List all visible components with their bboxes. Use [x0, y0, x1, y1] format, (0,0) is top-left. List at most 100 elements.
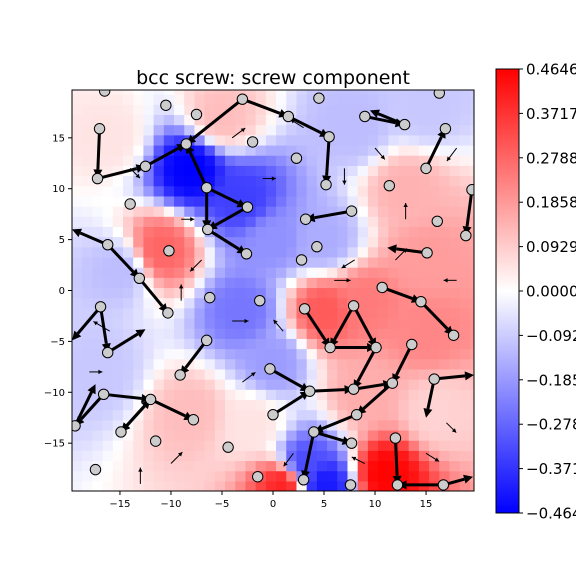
- field-cell: [92, 419, 104, 431]
- field-cell: [357, 246, 369, 258]
- field-cell: [296, 338, 308, 350]
- field-cell: [449, 287, 461, 299]
- field-cell: [163, 389, 175, 400]
- field-cell: [133, 90, 145, 95]
- field-cell: [174, 317, 185, 329]
- small-displacement-arrow: [231, 127, 246, 139]
- field-cell: [102, 460, 114, 472]
- field-cell: [398, 297, 410, 309]
- field-cell: [337, 297, 349, 309]
- atom-marker: [246, 136, 259, 148]
- field-cell: [153, 94, 165, 105]
- field-cell: [347, 317, 359, 329]
- field-cell: [418, 307, 430, 319]
- atom-marker: [139, 160, 152, 173]
- field-cell: [459, 348, 471, 360]
- field-cell: [378, 338, 389, 350]
- field-cell: [347, 94, 359, 105]
- field-cell: [163, 399, 175, 411]
- field-cell: [235, 185, 247, 197]
- field-cell: [265, 480, 277, 491]
- field-cell: [214, 379, 226, 390]
- field-cell: [184, 216, 196, 227]
- field-cell: [347, 104, 359, 116]
- field-cell: [408, 328, 420, 339]
- field-cell: [133, 338, 145, 350]
- atom-marker: [94, 301, 107, 313]
- field-cell: [174, 124, 185, 136]
- field-cell: [174, 440, 185, 451]
- field-cell: [143, 114, 155, 126]
- field-cell: [418, 399, 430, 411]
- field-cell: [123, 389, 134, 400]
- field-cell: [123, 124, 134, 136]
- field-cell: [194, 277, 206, 289]
- field-cell: [439, 389, 451, 400]
- field-cell: [153, 195, 165, 207]
- field-cell: [153, 460, 165, 472]
- field-cell: [123, 440, 134, 451]
- field-cell: [245, 348, 257, 360]
- atom-marker: [391, 479, 404, 491]
- field-cell: [296, 94, 308, 105]
- field-cell: [398, 368, 410, 380]
- field-cell: [153, 480, 165, 491]
- field-cell: [276, 90, 287, 95]
- field-cell: [255, 277, 267, 289]
- field-cell: [153, 287, 165, 299]
- field-cell: [225, 348, 236, 360]
- field-cell: [327, 480, 338, 491]
- field-cell: [276, 226, 287, 238]
- field-cell: [235, 419, 247, 431]
- field-cell: [245, 328, 257, 339]
- field-cell: [276, 409, 287, 421]
- field-cell: [194, 267, 206, 278]
- field-cell: [388, 267, 400, 278]
- field-cell: [296, 226, 308, 238]
- field-cell: [102, 246, 114, 258]
- field-cell: [265, 389, 277, 400]
- field-cell: [143, 368, 155, 380]
- field-cell: [367, 429, 379, 441]
- field-cell: [316, 256, 328, 268]
- field-cell: [276, 470, 287, 482]
- field-cell: [204, 246, 216, 258]
- field-cell: [82, 419, 93, 431]
- field-cell: [92, 409, 104, 421]
- field-cell: [245, 216, 257, 227]
- colorbar-tick-label: 0.1858: [526, 194, 576, 212]
- field-cell: [174, 480, 185, 491]
- field-cell: [194, 328, 206, 339]
- field-cell: [255, 317, 267, 329]
- field-cell: [469, 155, 474, 166]
- field-cell: [459, 206, 471, 217]
- field-cell: [316, 114, 328, 126]
- field-cell: [306, 155, 318, 166]
- field-cell: [418, 114, 430, 126]
- field-cell: [296, 297, 308, 309]
- field-cell: [163, 440, 175, 451]
- field-cell: [112, 94, 124, 105]
- field-cell: [439, 216, 451, 227]
- field-cell: [123, 287, 134, 299]
- field-cell: [316, 155, 328, 166]
- field-cell: [429, 358, 440, 370]
- field-cell: [276, 419, 287, 431]
- field-cell: [316, 226, 328, 238]
- atom-marker: [359, 110, 371, 123]
- field-cell: [255, 206, 267, 217]
- field-cell: [439, 104, 451, 116]
- field-cell: [245, 338, 257, 350]
- field-cell: [163, 256, 175, 268]
- field-cell: [398, 440, 410, 451]
- field-cell: [174, 460, 185, 472]
- field-cell: [174, 287, 185, 299]
- field-cell: [357, 348, 369, 360]
- field-cell: [378, 429, 389, 441]
- field-cell: [194, 144, 206, 156]
- field-cell: [459, 287, 471, 299]
- field-cell: [92, 287, 104, 299]
- field-cell: [306, 94, 318, 105]
- field-cell: [439, 368, 451, 380]
